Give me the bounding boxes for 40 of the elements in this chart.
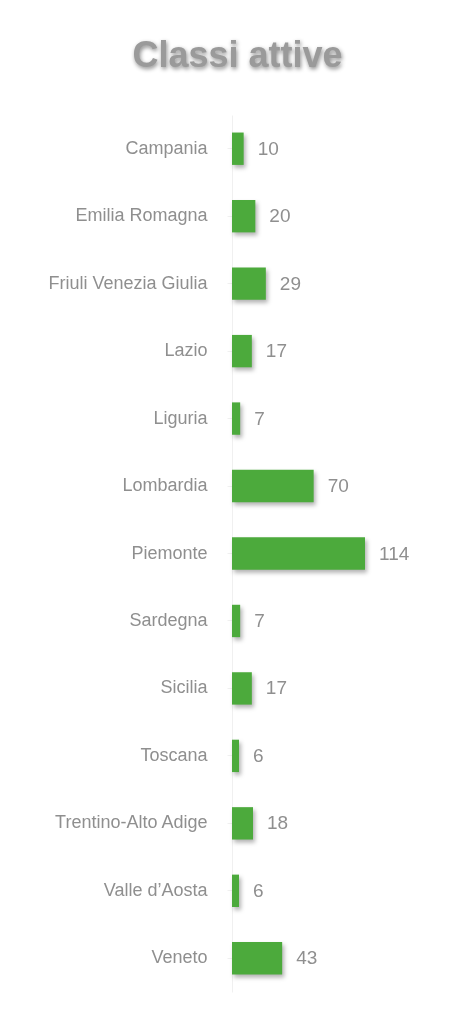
y-tick-label: Veneto: [151, 947, 208, 968]
chart-title: Classi attive: [132, 34, 343, 75]
y-tick-label: Lombardia: [122, 475, 209, 496]
bar: [232, 672, 252, 705]
bar: [232, 334, 252, 368]
bar: [232, 267, 266, 300]
bar: [232, 469, 314, 503]
y-tick-label: Liguria: [153, 407, 209, 428]
data-label: 18: [267, 812, 289, 834]
data-label: 29: [279, 272, 301, 294]
bar: [232, 537, 365, 570]
y-tick-label: Emilia Romagna: [75, 205, 209, 226]
y-tick-label: Sicilia: [160, 677, 209, 698]
bar: [232, 132, 244, 165]
y-tick-label: Toscana: [140, 744, 209, 765]
data-label: 20: [269, 205, 291, 227]
data-label: 17: [265, 340, 287, 362]
y-tick-label: Campania: [125, 137, 209, 158]
data-label: 17: [265, 677, 287, 699]
bar: [232, 942, 283, 975]
data-label: 43: [296, 947, 318, 969]
y-tick-label: Lazio: [164, 340, 208, 361]
y-tick-label: Sardegna: [129, 609, 209, 630]
y-tick-label: Trentino-Alto Adige: [55, 812, 208, 833]
data-label: 70: [327, 475, 349, 497]
bar: [232, 874, 239, 907]
data-label: 6: [253, 744, 264, 766]
y-tick-label: Valle d’Aosta: [103, 879, 209, 900]
bar: [232, 200, 256, 233]
bar: [232, 402, 241, 435]
bar: [232, 807, 253, 840]
bar: [232, 604, 241, 638]
bar: [232, 739, 239, 773]
data-label: 10: [257, 137, 279, 159]
data-label: 6: [253, 879, 264, 901]
data-label: 7: [254, 407, 265, 429]
y-tick-label: Friuli Venezia Giulia: [48, 272, 209, 293]
y-tick-label: Piemonte: [131, 542, 208, 563]
data-label: 7: [254, 609, 265, 631]
data-label: 114: [379, 542, 410, 564]
